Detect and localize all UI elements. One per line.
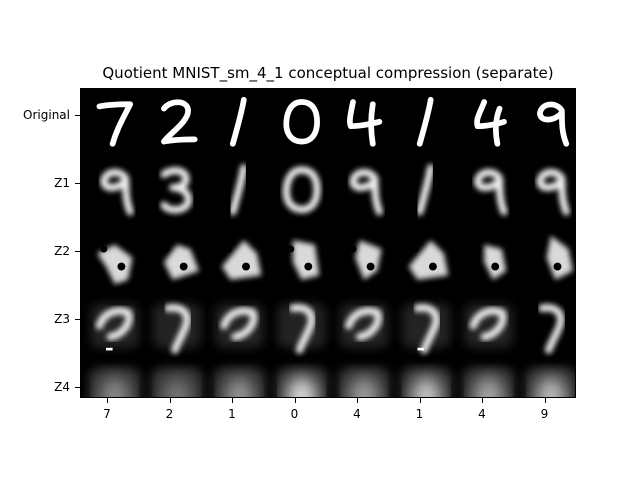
image-cell bbox=[339, 303, 389, 348]
image-cell bbox=[537, 101, 570, 147]
image-cell bbox=[349, 240, 382, 280]
image-cell bbox=[474, 244, 507, 280]
image-cell bbox=[150, 367, 204, 397]
image-cell bbox=[347, 99, 383, 147]
x-tick bbox=[357, 398, 358, 403]
image-cell bbox=[229, 164, 248, 216]
x-tick-label: 1 bbox=[415, 407, 424, 421]
x-tick bbox=[294, 398, 296, 403]
image-grid bbox=[80, 88, 576, 398]
image-cell bbox=[282, 166, 321, 214]
image-cell bbox=[160, 167, 193, 214]
image-cell bbox=[275, 367, 329, 397]
image-cell bbox=[277, 303, 326, 354]
y-tick bbox=[75, 115, 80, 116]
image-cell bbox=[416, 164, 435, 216]
image-cell bbox=[90, 303, 139, 351]
figure-title: Quotient MNIST_sm_4_1 conceptual compres… bbox=[102, 64, 554, 82]
image-grid-canvas bbox=[88, 96, 575, 397]
image-cell bbox=[399, 367, 453, 397]
image-cell bbox=[97, 244, 133, 285]
x-tick-label: 2 bbox=[165, 407, 174, 421]
x-tick-label: 7 bbox=[103, 407, 111, 421]
x-tick bbox=[482, 398, 483, 403]
image-cell bbox=[287, 240, 320, 280]
y-tick bbox=[75, 387, 80, 388]
x-tick bbox=[107, 398, 108, 403]
image-cell bbox=[215, 303, 264, 348]
x-tick bbox=[232, 398, 233, 403]
x-tick bbox=[544, 398, 546, 403]
image-cell bbox=[152, 303, 202, 354]
image-cell bbox=[402, 303, 451, 354]
y-tick-label: Z4 bbox=[54, 380, 70, 394]
y-tick-label: Z3 bbox=[54, 312, 70, 326]
image-cell bbox=[524, 367, 575, 397]
image-cell bbox=[283, 99, 320, 145]
x-tick-label: 1 bbox=[228, 407, 236, 421]
y-tick-label: Z1 bbox=[54, 176, 70, 190]
image-cell bbox=[462, 367, 515, 397]
x-tick-label: 0 bbox=[290, 407, 299, 421]
y-tick-label: Original bbox=[23, 108, 70, 122]
x-tick-label: 9 bbox=[540, 407, 549, 421]
y-tick bbox=[75, 183, 80, 184]
image-cell bbox=[474, 99, 507, 147]
y-tick bbox=[75, 319, 80, 320]
image-cell bbox=[213, 367, 266, 397]
x-tick-label: 4 bbox=[478, 407, 486, 421]
image-cell bbox=[229, 96, 247, 147]
x-tick bbox=[419, 398, 421, 403]
image-cell bbox=[464, 303, 513, 348]
image-cell bbox=[162, 244, 200, 280]
image-cell bbox=[88, 367, 142, 397]
image-cell bbox=[337, 367, 391, 397]
image-cell bbox=[96, 101, 134, 147]
image-cell bbox=[416, 96, 434, 147]
image-cell bbox=[408, 240, 449, 280]
image-cell bbox=[161, 99, 198, 145]
image-cell bbox=[536, 235, 573, 280]
y-tick-label: Z2 bbox=[54, 244, 70, 258]
image-cell bbox=[100, 168, 134, 216]
y-tick bbox=[75, 251, 80, 252]
image-cell bbox=[474, 168, 508, 216]
image-cell bbox=[349, 168, 383, 216]
x-tick bbox=[169, 398, 171, 403]
x-tick-label: 4 bbox=[353, 407, 361, 421]
image-cell bbox=[221, 240, 262, 280]
image-cell bbox=[536, 168, 570, 216]
image-cell bbox=[538, 304, 565, 354]
